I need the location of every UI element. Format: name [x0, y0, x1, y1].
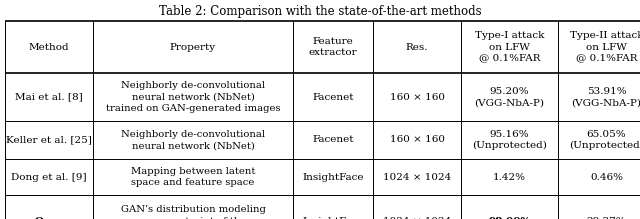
Text: 29.37%: 29.37% — [587, 217, 627, 219]
Text: 160 × 160: 160 × 160 — [390, 92, 445, 101]
Text: Neighborly de-convolutional
neural network (NbNet): Neighborly de-convolutional neural netwo… — [121, 130, 265, 150]
Text: Res.: Res. — [406, 42, 428, 51]
Text: Facenet: Facenet — [312, 136, 354, 145]
Text: Facenet: Facenet — [312, 92, 354, 101]
Text: 53.91%
(VGG-NbA-P): 53.91% (VGG-NbA-P) — [572, 87, 640, 107]
Text: 1024 × 1024: 1024 × 1024 — [383, 173, 451, 182]
Text: Type-II attack
on LFW
@ 0.1%FAR: Type-II attack on LFW @ 0.1%FAR — [570, 31, 640, 63]
Text: GAN’s distribution modeling
as a constraint of the
optimization task, solved by : GAN’s distribution modeling as a constra… — [113, 205, 273, 219]
Text: Property: Property — [170, 42, 216, 51]
Text: 0.46%: 0.46% — [590, 173, 623, 182]
Text: 95.20%
(VGG-NbA-P): 95.20% (VGG-NbA-P) — [474, 87, 545, 107]
Text: Keller et al. [25]: Keller et al. [25] — [6, 136, 92, 145]
Text: 160 × 160: 160 × 160 — [390, 136, 445, 145]
Text: Feature
extractor: Feature extractor — [308, 37, 357, 57]
Text: InsightFace: InsightFace — [302, 173, 364, 182]
Text: 98.00%: 98.00% — [488, 217, 531, 219]
Text: Method: Method — [29, 42, 69, 51]
Text: 65.05%
(Unprotected): 65.05% (Unprotected) — [569, 130, 640, 150]
Text: Mai et al. [8]: Mai et al. [8] — [15, 92, 83, 101]
Text: 1024 × 1024: 1024 × 1024 — [383, 217, 451, 219]
Text: Mapping between latent
space and feature space: Mapping between latent space and feature… — [131, 167, 255, 187]
Text: InsightFace: InsightFace — [302, 217, 364, 219]
Text: Ours: Ours — [35, 217, 63, 219]
Text: Neighborly de-convolutional
neural network (NbNet)
trained on GAN-generated imag: Neighborly de-convolutional neural netwo… — [106, 81, 280, 113]
Text: Table 2: Comparison with the state-of-the-art methods: Table 2: Comparison with the state-of-th… — [159, 5, 481, 18]
Text: Type-I attack
on LFW
@ 0.1%FAR: Type-I attack on LFW @ 0.1%FAR — [475, 31, 544, 63]
Text: 1.42%: 1.42% — [493, 173, 526, 182]
Text: 95.16%
(Unprotected): 95.16% (Unprotected) — [472, 130, 547, 150]
Text: Dong et al. [9]: Dong et al. [9] — [11, 173, 87, 182]
